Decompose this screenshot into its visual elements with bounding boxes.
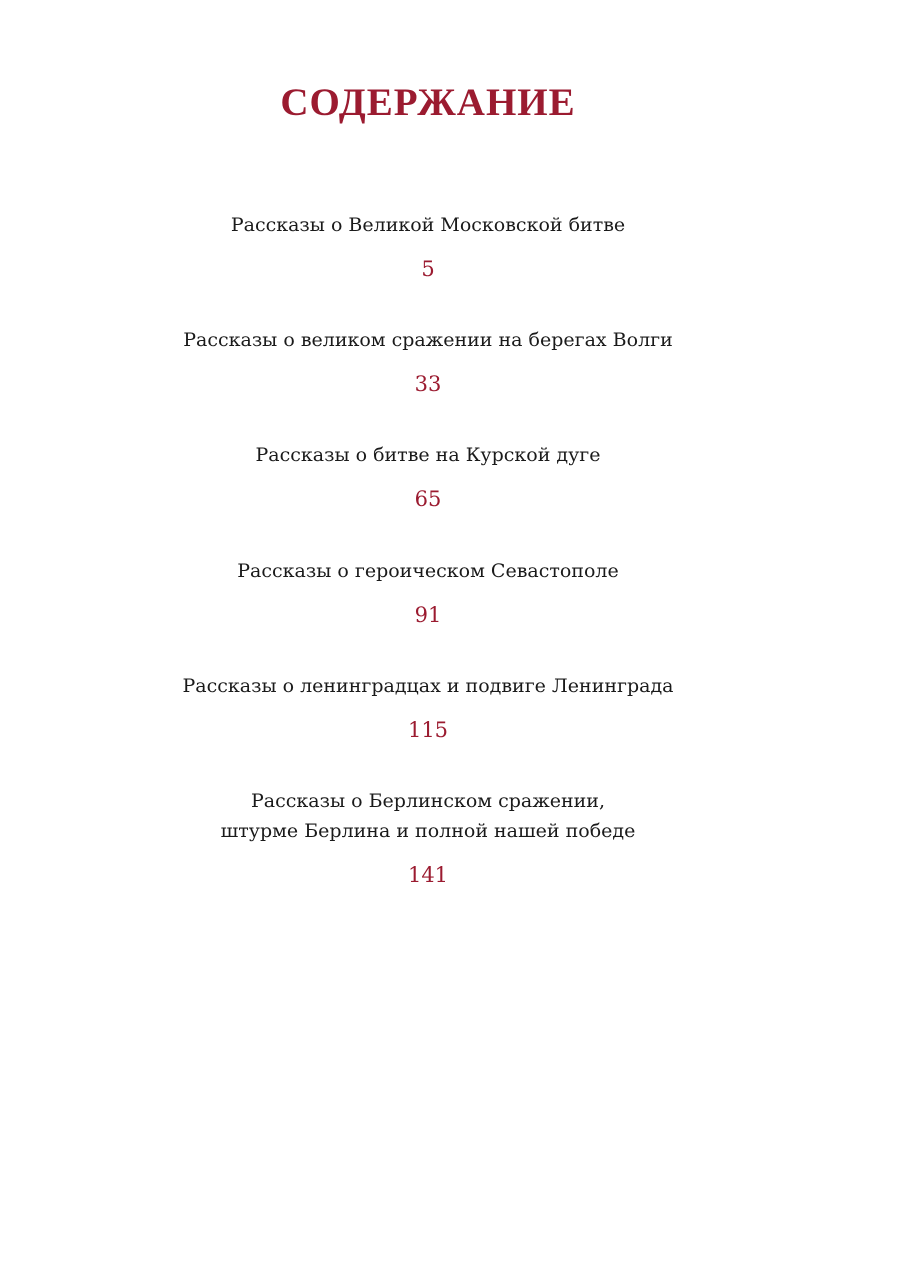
toc-entry-page: 33 — [414, 372, 442, 396]
toc-entry[interactable]: Рассказы о героическом Севастополе 91 — [0, 556, 856, 630]
toc-entry-page: 141 — [407, 863, 449, 887]
toc-entry-page: 5 — [421, 257, 435, 281]
page-title: СОДЕРЖАНИЕ — [280, 81, 576, 124]
toc-entry[interactable]: Рассказы о битве на Курской дуге 65 — [0, 440, 856, 514]
toc-entry[interactable]: Рассказы о ленинградцах и подвиге Ленинг… — [0, 671, 856, 745]
toc-entry-title: Рассказы о битве на Курской дуге — [255, 444, 601, 466]
toc-entry-title: Рассказы о Берлинском сражении, штурме Б… — [220, 790, 636, 842]
toc-entry-title: Рассказы о ленинградцах и подвиге Ленинг… — [182, 675, 674, 697]
toc-entry-title: Рассказы о героическом Севастополе — [237, 560, 619, 582]
toc-entry-title: Рассказы о великом сражении на берегах В… — [183, 329, 673, 351]
toc-entry[interactable]: Рассказы о Великой Московской битве 5 — [0, 210, 856, 284]
toc-entry-title: Рассказы о Великой Московской битве — [230, 214, 626, 236]
toc-entry-page: 65 — [414, 487, 442, 511]
toc-entry[interactable]: Рассказы о великом сражении на берегах В… — [0, 325, 856, 399]
toc-entry[interactable]: Рассказы о Берлинском сражении, штурме Б… — [0, 786, 856, 890]
toc-entry-page: 91 — [414, 603, 442, 627]
toc-entry-page: 115 — [407, 718, 449, 742]
